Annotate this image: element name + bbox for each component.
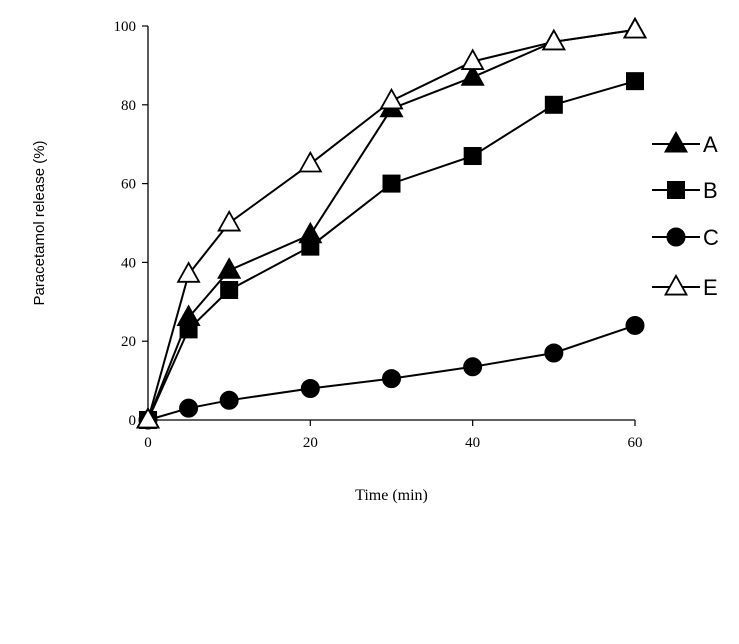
data-point-E xyxy=(460,48,485,70)
series-line-A xyxy=(147,28,636,421)
data-point-E xyxy=(176,261,201,283)
data-point-C xyxy=(463,357,483,377)
legend-label: C xyxy=(703,225,719,250)
data-point-E xyxy=(622,16,648,39)
y-tick-label: 0 xyxy=(129,413,137,429)
axes xyxy=(147,26,635,421)
legend-label: E xyxy=(703,275,718,300)
data-point-B xyxy=(220,280,239,299)
x-tick-label: 20 xyxy=(303,435,318,451)
data-point-A xyxy=(176,304,201,327)
data-point-A xyxy=(298,221,323,244)
legend-item-B: B xyxy=(652,178,718,203)
legend-marker-A xyxy=(663,130,689,153)
series-E xyxy=(135,16,648,429)
data-point-E xyxy=(379,87,404,110)
data-point-E xyxy=(541,28,566,51)
data-point-A xyxy=(217,257,242,279)
data-point-B xyxy=(463,147,482,166)
series-C xyxy=(138,315,645,430)
ticks: 0 20 40 60 80 100 0 20 40 60 xyxy=(114,19,643,451)
y-tick-label: 40 xyxy=(121,255,136,271)
data-point-E xyxy=(217,209,242,232)
data-point-B xyxy=(382,174,401,193)
x-tick-label: 60 xyxy=(628,435,643,451)
data-point-C xyxy=(179,398,199,418)
x-tick-label: 0 xyxy=(144,435,152,451)
data-point-C xyxy=(300,378,320,398)
data-point-E xyxy=(135,406,161,429)
legend-marker-E xyxy=(663,273,689,296)
legend-item-E: E xyxy=(652,273,718,300)
data-point-C xyxy=(219,390,239,410)
x-axis-title: Time (min) xyxy=(355,487,428,504)
series-line-E xyxy=(147,28,636,421)
legend-label: A xyxy=(703,132,718,157)
x-tick-label: 40 xyxy=(465,435,480,451)
data-point-C xyxy=(544,343,564,363)
legend-label: B xyxy=(703,178,718,203)
legend-item-A: A xyxy=(652,130,718,157)
y-tick-label: 60 xyxy=(121,177,136,193)
series-layer xyxy=(135,16,648,430)
data-point-A xyxy=(460,64,485,86)
legend-marker-C xyxy=(666,227,686,247)
y-tick-label: 20 xyxy=(121,334,136,350)
data-point-C xyxy=(382,369,401,389)
y-tick-label: 80 xyxy=(121,98,136,114)
y-axis-title: Paracetamol release (%) xyxy=(31,140,48,305)
data-point-C xyxy=(625,315,645,335)
legend-item-C: C xyxy=(652,225,719,250)
legend-marker-B xyxy=(667,181,685,199)
data-point-E xyxy=(298,150,323,173)
series-A xyxy=(135,16,648,429)
data-point-B xyxy=(544,95,563,114)
y-tick-label: 100 xyxy=(114,19,137,35)
data-point-B xyxy=(626,72,644,91)
